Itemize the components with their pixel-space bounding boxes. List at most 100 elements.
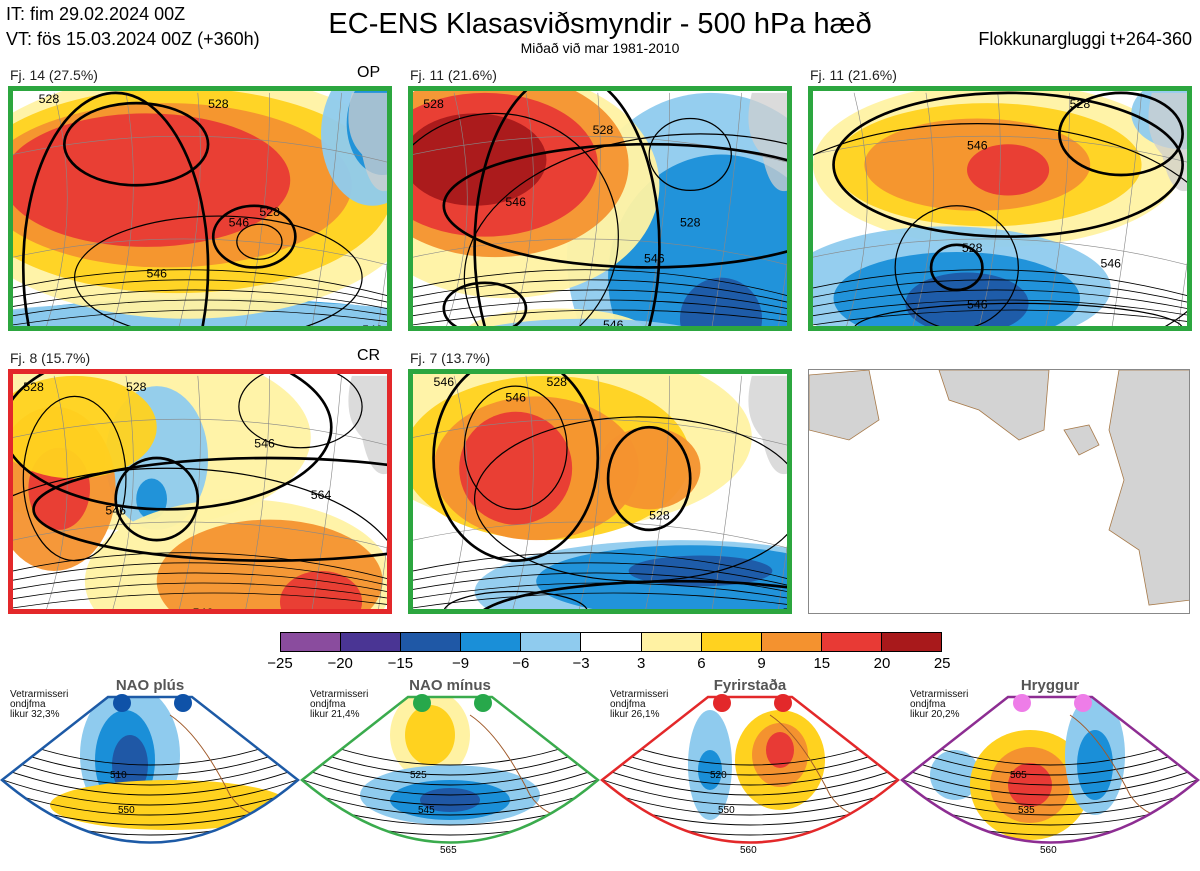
regime-probability: Vetrarmisseri ondjfma likur 32,3% xyxy=(10,689,69,720)
coastline-map xyxy=(809,370,1189,606)
regime-name: Fyrirstaða xyxy=(713,677,787,694)
anomaly-map: 528 528 546 528 546 546 xyxy=(13,91,387,331)
colorbar-segment xyxy=(821,633,882,651)
contour-label: 535 xyxy=(1018,805,1035,816)
regime-name: Hryggur xyxy=(1020,677,1080,694)
contour-label: 546 xyxy=(434,375,455,389)
contour-label: 546 xyxy=(505,195,526,209)
contour-label: 505 xyxy=(1010,770,1027,781)
contour-label: 546 xyxy=(229,215,250,229)
colorbar-segment xyxy=(881,633,942,651)
regime-marker xyxy=(774,694,792,712)
contour-label: 550 xyxy=(118,805,135,816)
contour-label: 528 xyxy=(259,205,280,219)
regime-nao-minus: 525 545 565 NAO mínus Vetrarmisseri ondjfma li… xyxy=(300,675,600,871)
regime-marker xyxy=(1013,694,1031,712)
contour-label: 528 xyxy=(593,123,614,137)
colorbar-segment xyxy=(461,633,522,651)
colorbar-segment xyxy=(641,633,702,651)
panel-2-label: Fj. 11 (21.6%) xyxy=(410,67,497,83)
regime-map: 520 550 560 xyxy=(600,694,900,856)
contour-label: 528 xyxy=(208,97,229,111)
regime-marker xyxy=(413,694,431,712)
colorbar-tick-label: −25 xyxy=(267,655,293,672)
classification-window: Flokkunargluggi t+264-360 xyxy=(978,29,1192,49)
colorbar xyxy=(280,632,942,652)
regime-marker xyxy=(1074,694,1092,712)
contour-label: 528 xyxy=(649,509,670,523)
colorbar-segment xyxy=(401,633,462,651)
contour-label: 528 xyxy=(546,375,567,389)
contour-label: 564 xyxy=(1070,328,1091,331)
regime-map: 510 550 xyxy=(0,694,300,844)
contour-label: 564 xyxy=(311,488,332,502)
colorbar-segment xyxy=(521,633,582,651)
anomaly-map: 528 528 546 528 546 546 xyxy=(413,91,787,331)
contour-label: 546 xyxy=(105,503,126,517)
regime-name: NAO plús xyxy=(115,677,185,694)
contour-label: 528 xyxy=(126,380,147,394)
cluster-map-5: 546 528 528 546 546 xyxy=(408,369,792,614)
contour-label: 528 xyxy=(23,380,44,394)
contour-label: 546 xyxy=(1100,256,1121,270)
contour-label: 528 xyxy=(423,97,444,111)
page-subtitle: Miðað við mar 1981-2010 xyxy=(520,40,680,56)
colorbar-tick-label: −3 xyxy=(572,655,590,672)
contour-label: 546 xyxy=(644,251,665,265)
contour-label: 565 xyxy=(440,845,457,856)
contour-label: 546 xyxy=(783,606,792,614)
regime-probability: Vetrarmisseri ondjfma likur 20,2% xyxy=(910,689,969,720)
regime-blocking: 520 550 560 Fyrirstaða Vetrarmisseri ondjfma l… xyxy=(600,675,900,871)
contour-label: 550 xyxy=(718,805,735,816)
empty-map-panel xyxy=(808,369,1190,614)
contour-label: 560 xyxy=(1040,845,1057,856)
contour-label: 546 xyxy=(505,391,526,405)
contour-label: 546 xyxy=(146,267,167,281)
regime-marker xyxy=(474,694,492,712)
anomaly-map: 546 528 528 546 546 xyxy=(413,374,792,614)
panel-4-tag: CR xyxy=(357,347,381,364)
colorbar-segment xyxy=(341,633,402,651)
panel-3-label: Fj. 11 (21.6%) xyxy=(810,67,897,83)
contour-label: 546 xyxy=(603,318,624,331)
contour-label: 510 xyxy=(110,770,127,781)
panel-1-tag: OP xyxy=(357,64,381,81)
panel-4-label: Fj. 8 (15.7%) xyxy=(10,350,91,366)
contour-label: 545 xyxy=(418,805,435,816)
contour-label: 560 xyxy=(740,845,757,856)
regime-nao-plus: 510 550 NAO plús Vetrarmisseri ondjfma likur … xyxy=(0,675,300,871)
regime-probability: Vetrarmisseri ondjfma likur 21,4% xyxy=(310,689,369,720)
cluster-map-4: 528 528 546 546 564 546 xyxy=(8,369,392,614)
colorbar-tick-label: 20 xyxy=(873,655,891,672)
regime-map: 525 545 565 xyxy=(300,694,600,856)
panel-5-label: Fj. 7 (13.7%) xyxy=(410,350,491,366)
colorbar-tick-label: 9 xyxy=(757,655,766,672)
regime-marker xyxy=(713,694,731,712)
initial-time: IT: fim 29.02.2024 00Z xyxy=(6,4,186,24)
cluster-map-1: 528 528 546 528 546 546 xyxy=(8,86,392,331)
contour-label: 525 xyxy=(410,770,427,781)
contour-label: 546 xyxy=(967,138,988,152)
contour-label: 528 xyxy=(962,241,983,255)
regime-marker xyxy=(174,694,192,712)
contour-label: 528 xyxy=(1070,97,1091,111)
cluster-map-3: 528 546 528 546 546 564 xyxy=(808,86,1192,331)
colorbar-tick-label: −9 xyxy=(452,655,470,672)
colorbar-tick-label: 15 xyxy=(813,655,831,672)
regime-probability: Vetrarmisseri ondjfma likur 26,1% xyxy=(610,689,669,720)
colorbar-segment xyxy=(701,633,762,651)
contour-label: 528 xyxy=(39,92,60,106)
colorbar-tick-label: −15 xyxy=(387,655,414,672)
colorbar-tick-label: −20 xyxy=(327,655,353,672)
contour-label: 520 xyxy=(710,770,727,781)
regime-ridge: 505 535 560 Hryggur Vetrarmisseri ondjfma liku… xyxy=(900,675,1200,871)
regime-map: 505 535 560 xyxy=(900,694,1200,856)
contour-label: 546 xyxy=(193,606,214,614)
contour-label: 546 xyxy=(362,323,383,331)
panel-1-label: Fj. 14 (27.5%) xyxy=(10,67,98,83)
colorbar-tick-label: 25 xyxy=(933,655,951,672)
contour-label: 546 xyxy=(967,297,988,311)
anomaly-map: 528 528 546 546 564 546 xyxy=(13,374,387,614)
regime-marker xyxy=(113,694,131,712)
cluster-map-2: 528 528 546 528 546 546 xyxy=(408,86,792,331)
